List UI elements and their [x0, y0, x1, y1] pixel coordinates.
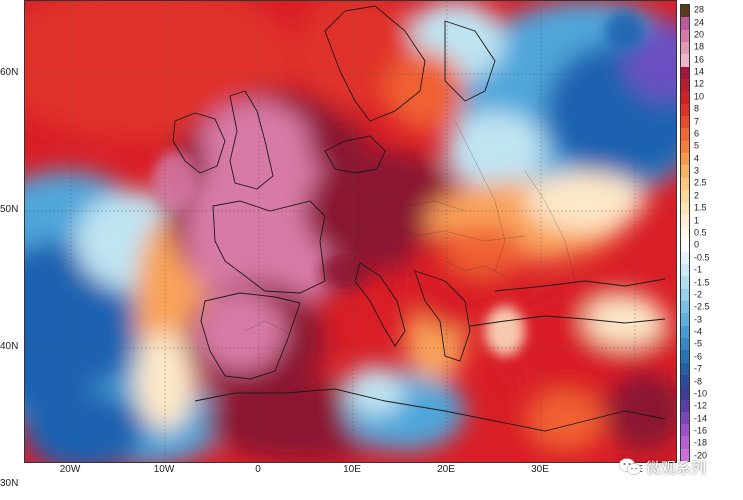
temperature-anomaly-field	[25, 1, 676, 462]
colorbar-tick-label: -10	[694, 388, 708, 399]
latitude-label-60n: 60N	[0, 67, 19, 78]
colorbar-tick-label: -6	[694, 351, 703, 362]
colorbar-swatch	[681, 29, 689, 42]
colorbar-tick-label: 12	[694, 78, 705, 89]
colorbar-swatch	[681, 202, 689, 215]
colorbar-swatch	[681, 362, 689, 375]
colorbar-swatch	[681, 325, 689, 338]
colorbar-tick-label: -5	[694, 338, 703, 349]
graticule	[25, 1, 676, 462]
colorbar-swatch	[681, 128, 689, 141]
latitude-label-40n: 40N	[0, 341, 19, 352]
colorbar-swatch	[681, 448, 689, 462]
colorbar-tick-label: 3	[694, 165, 700, 176]
colorbar-tick-label: 28	[694, 4, 705, 15]
colorbar-tick-label: 4	[694, 153, 700, 164]
colorbar-swatch	[681, 424, 689, 437]
colorbar-tick-label: 5	[694, 140, 700, 151]
colorbar-tick-label: 14	[694, 66, 705, 77]
colorbar-swatch	[681, 140, 689, 153]
colorbar-tick-label: -3	[694, 314, 703, 325]
wechat-icon	[618, 458, 642, 475]
colorbar	[680, 4, 690, 462]
colorbar-tick-label: -1	[694, 264, 703, 275]
longitude-label-0: 0	[255, 464, 261, 475]
watermark-text: 微观系列	[646, 459, 707, 477]
colorbar-swatch	[681, 78, 689, 92]
colorbar-swatch	[681, 411, 689, 425]
colorbar-swatch	[681, 103, 689, 116]
colorbar-tick-label: 2.5	[694, 177, 707, 188]
colorbar-tick-label: 6	[694, 128, 700, 139]
longitude-label-20w: 20W	[59, 464, 81, 475]
latitude-label-30n: 30N	[0, 478, 19, 489]
colorbar-tick-label: -16	[694, 425, 708, 436]
colorbar-swatch	[681, 374, 689, 388]
longitude-label-20e: 20E	[437, 464, 455, 475]
colorbar-swatch	[681, 436, 689, 449]
latitude-label-50n: 50N	[0, 204, 19, 215]
colorbar-tick-label: 8	[694, 103, 700, 114]
colorbar-swatch	[681, 177, 689, 190]
colorbar-tick-label: 0	[694, 239, 700, 250]
longitude-label-30e: 30E	[531, 464, 549, 475]
colorbar-tick-label: -14	[694, 413, 708, 424]
colorbar-tick-label: 7	[694, 116, 700, 127]
colorbar-swatch	[681, 115, 689, 129]
longitude-label-10e: 10E	[343, 464, 361, 475]
colorbar-swatch	[681, 91, 689, 104]
colorbar-tick-label: 10	[694, 91, 705, 102]
colorbar-tick-label: -20	[694, 450, 708, 461]
colorbar-tick-label: 1.5	[694, 202, 707, 213]
colorbar-swatch	[681, 226, 689, 240]
colorbar-swatch	[681, 17, 689, 30]
coastlines	[172, 5, 666, 432]
colorbar-swatch	[681, 165, 689, 178]
colorbar-swatch	[681, 239, 689, 252]
colorbar-swatch	[681, 276, 689, 289]
colorbar-swatch	[681, 350, 689, 363]
colorbar-swatch	[681, 263, 689, 277]
colorbar-tick-label: -1.5	[694, 277, 710, 287]
colorbar-tick-label: -7	[694, 363, 703, 374]
anomaly-map	[24, 0, 677, 463]
colorbar-tick-label: 2	[694, 190, 700, 201]
colorbar-swatch	[681, 152, 689, 166]
colorbar-swatch	[681, 387, 689, 400]
colorbar-tick-label: -2.5	[694, 301, 710, 312]
watermark: 微观系列	[618, 455, 736, 479]
colorbar-tick-label: -18	[694, 437, 708, 448]
colorbar-tick-label: 0.5	[694, 227, 707, 238]
field-blobs	[25, 1, 676, 462]
borders	[244, 120, 576, 332]
colorbar-tick-label: -8	[694, 376, 703, 387]
colorbar-tick-label: -4	[694, 326, 703, 337]
colorbar-swatch	[681, 214, 689, 227]
colorbar-tick-label: -2	[694, 289, 703, 300]
colorbar-tick-label: 18	[694, 41, 705, 52]
colorbar-swatch	[681, 66, 689, 79]
colorbar-tick-label: 24	[694, 17, 705, 28]
colorbar-swatch	[681, 313, 689, 326]
colorbar-swatch	[681, 399, 689, 412]
colorbar-swatch	[681, 189, 689, 203]
colorbar-swatch	[681, 251, 689, 264]
colorbar-swatch	[681, 5, 689, 18]
colorbar-tick-label: 16	[694, 54, 705, 65]
colorbar-swatch	[681, 41, 689, 55]
colorbar-tick-label: 20	[694, 29, 705, 40]
colorbar-swatch	[681, 288, 689, 301]
colorbar-swatch	[681, 337, 689, 351]
colorbar-tick-label: -0.5	[694, 252, 710, 263]
colorbar-labels: 28 24 20 18 16 14 12 10 8 7 6 5 4 3 2.5 2 1.5 1 0.5 0 -0.5 -1…	[694, 4, 743, 462]
colorbar-tick-label: -12	[694, 400, 708, 411]
colorbar-swatch	[681, 300, 689, 314]
colorbar-swatch	[681, 54, 689, 67]
colorbar-tick-label: 1	[694, 215, 700, 226]
longitude-label-10w: 10W	[153, 464, 175, 475]
